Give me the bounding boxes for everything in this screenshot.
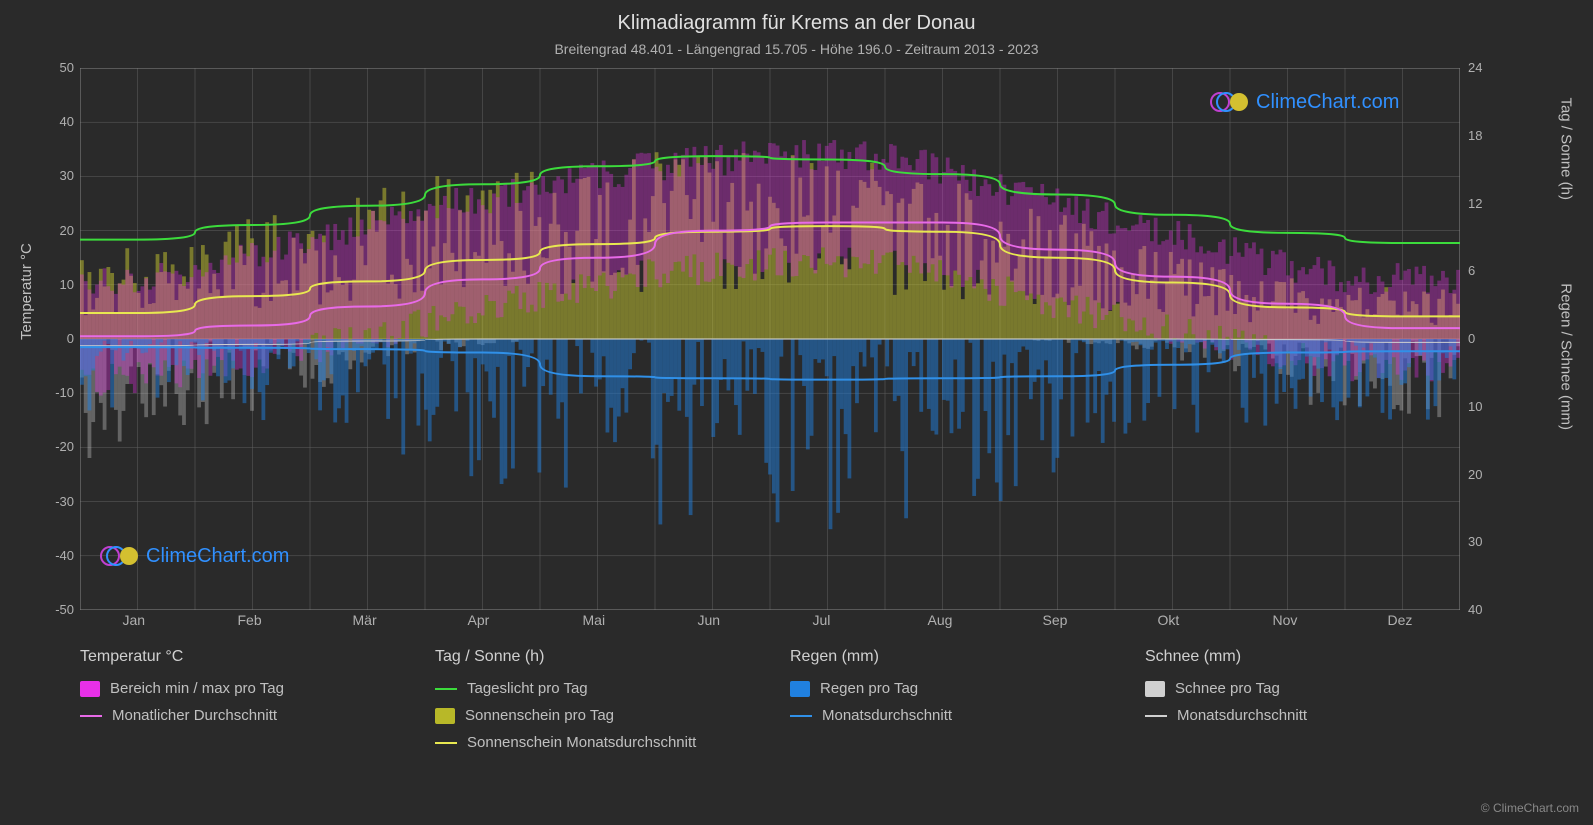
- legend-label: Sonnenschein Monatsdurchschnitt: [467, 734, 696, 751]
- month-label: Mai: [583, 612, 606, 628]
- tick-right: 6: [1468, 263, 1475, 278]
- y-axis-right-bottom-label: Regen / Schnee (mm): [1558, 283, 1575, 430]
- tick-right: 0: [1468, 331, 1475, 346]
- legend-item: Schnee pro Tag: [1145, 680, 1480, 697]
- month-label: Jul: [813, 612, 831, 628]
- legend-item: Monatsdurchschnitt: [790, 707, 1125, 724]
- tick-right: 18: [1468, 128, 1482, 143]
- logo-icon: [100, 544, 140, 568]
- legend-label: Schnee pro Tag: [1175, 680, 1280, 697]
- legend-swatch: [435, 708, 455, 724]
- legend-label: Bereich min / max pro Tag: [110, 680, 284, 697]
- legend-label: Monatlicher Durchschnitt: [112, 707, 277, 724]
- copyright: © ClimeChart.com: [1481, 801, 1579, 815]
- legend-label: Tageslicht pro Tag: [467, 680, 588, 697]
- legend-title: Schnee (mm): [1145, 648, 1480, 666]
- legend-item: Regen pro Tag: [790, 680, 1125, 697]
- month-label: Jun: [698, 612, 721, 628]
- legend-swatch: [790, 715, 812, 717]
- month-label: Jan: [123, 612, 146, 628]
- tick-left: -30: [34, 494, 74, 509]
- tick-right: 10: [1468, 399, 1482, 414]
- legend-item: Monatsdurchschnitt: [1145, 707, 1480, 724]
- legend-label: Monatsdurchschnitt: [1177, 707, 1307, 724]
- legend-title: Tag / Sonne (h): [435, 648, 770, 666]
- y-axis-right-top-label: Tag / Sonne (h): [1558, 97, 1575, 200]
- legend-label: Sonnenschein pro Tag: [465, 707, 614, 724]
- legend-swatch: [435, 742, 457, 744]
- chart-title: Klimadiagramm für Krems an der Donau: [0, 0, 1593, 35]
- legend-column: Regen (mm) Regen pro Tag Monatsdurchschnit…: [790, 648, 1145, 761]
- legend-column: Tag / Sonne (h) Tageslicht pro Tag Sonnens…: [435, 648, 790, 761]
- legend-swatch: [1145, 681, 1165, 697]
- tick-left: 50: [34, 60, 74, 75]
- month-label: Aug: [928, 612, 953, 628]
- legend-item: Tageslicht pro Tag: [435, 680, 770, 697]
- legend-swatch: [1145, 715, 1167, 717]
- legend-title: Regen (mm): [790, 648, 1125, 666]
- month-label: Dez: [1388, 612, 1413, 628]
- legend-label: Regen pro Tag: [820, 680, 918, 697]
- tick-left: 20: [34, 223, 74, 238]
- watermark-text: ClimeChart.com: [146, 545, 289, 568]
- chart-subtitle: Breitengrad 48.401 - Längengrad 15.705 -…: [0, 35, 1593, 57]
- legend-item: Monatlicher Durchschnitt: [80, 707, 415, 724]
- legend-column: Schnee (mm) Schnee pro Tag Monatsdurchschn…: [1145, 648, 1500, 761]
- tick-left: -10: [34, 385, 74, 400]
- tick-left: -20: [34, 439, 74, 454]
- tick-left: 30: [34, 168, 74, 183]
- legend-title: Temperatur °C: [80, 648, 415, 666]
- watermark-top: ClimeChart.com: [1210, 90, 1399, 114]
- month-label: Sep: [1043, 612, 1068, 628]
- legend: Temperatur °C Bereich min / max pro Tag Mo…: [80, 648, 1500, 761]
- tick-left: 10: [34, 277, 74, 292]
- legend-swatch: [790, 681, 810, 697]
- tick-right: 20: [1468, 467, 1482, 482]
- tick-left: 40: [34, 114, 74, 129]
- legend-label: Monatsdurchschnitt: [822, 707, 952, 724]
- chart-plot-area: [80, 68, 1460, 610]
- month-label: Nov: [1273, 612, 1298, 628]
- month-label: Apr: [468, 612, 490, 628]
- watermark-text: ClimeChart.com: [1256, 91, 1399, 114]
- legend-item: Sonnenschein pro Tag: [435, 707, 770, 724]
- legend-swatch: [435, 688, 457, 690]
- legend-item: Bereich min / max pro Tag: [80, 680, 415, 697]
- logo-icon: [1210, 90, 1250, 114]
- tick-right: 40: [1468, 602, 1482, 617]
- tick-right: 12: [1468, 196, 1482, 211]
- chart-svg: [80, 68, 1460, 610]
- tick-left: 0: [34, 331, 74, 346]
- tick-left: -40: [34, 548, 74, 563]
- month-label: Okt: [1158, 612, 1180, 628]
- month-label: Mär: [353, 612, 377, 628]
- month-label: Feb: [238, 612, 262, 628]
- legend-item: Sonnenschein Monatsdurchschnitt: [435, 734, 770, 751]
- legend-column: Temperatur °C Bereich min / max pro Tag Mo…: [80, 648, 435, 761]
- y-axis-left-label: Temperatur °C: [18, 243, 35, 340]
- legend-swatch: [80, 681, 100, 697]
- tick-left: -50: [34, 602, 74, 617]
- tick-right: 30: [1468, 534, 1482, 549]
- legend-swatch: [80, 715, 102, 717]
- tick-right: 24: [1468, 60, 1482, 75]
- watermark-bottom: ClimeChart.com: [100, 544, 289, 568]
